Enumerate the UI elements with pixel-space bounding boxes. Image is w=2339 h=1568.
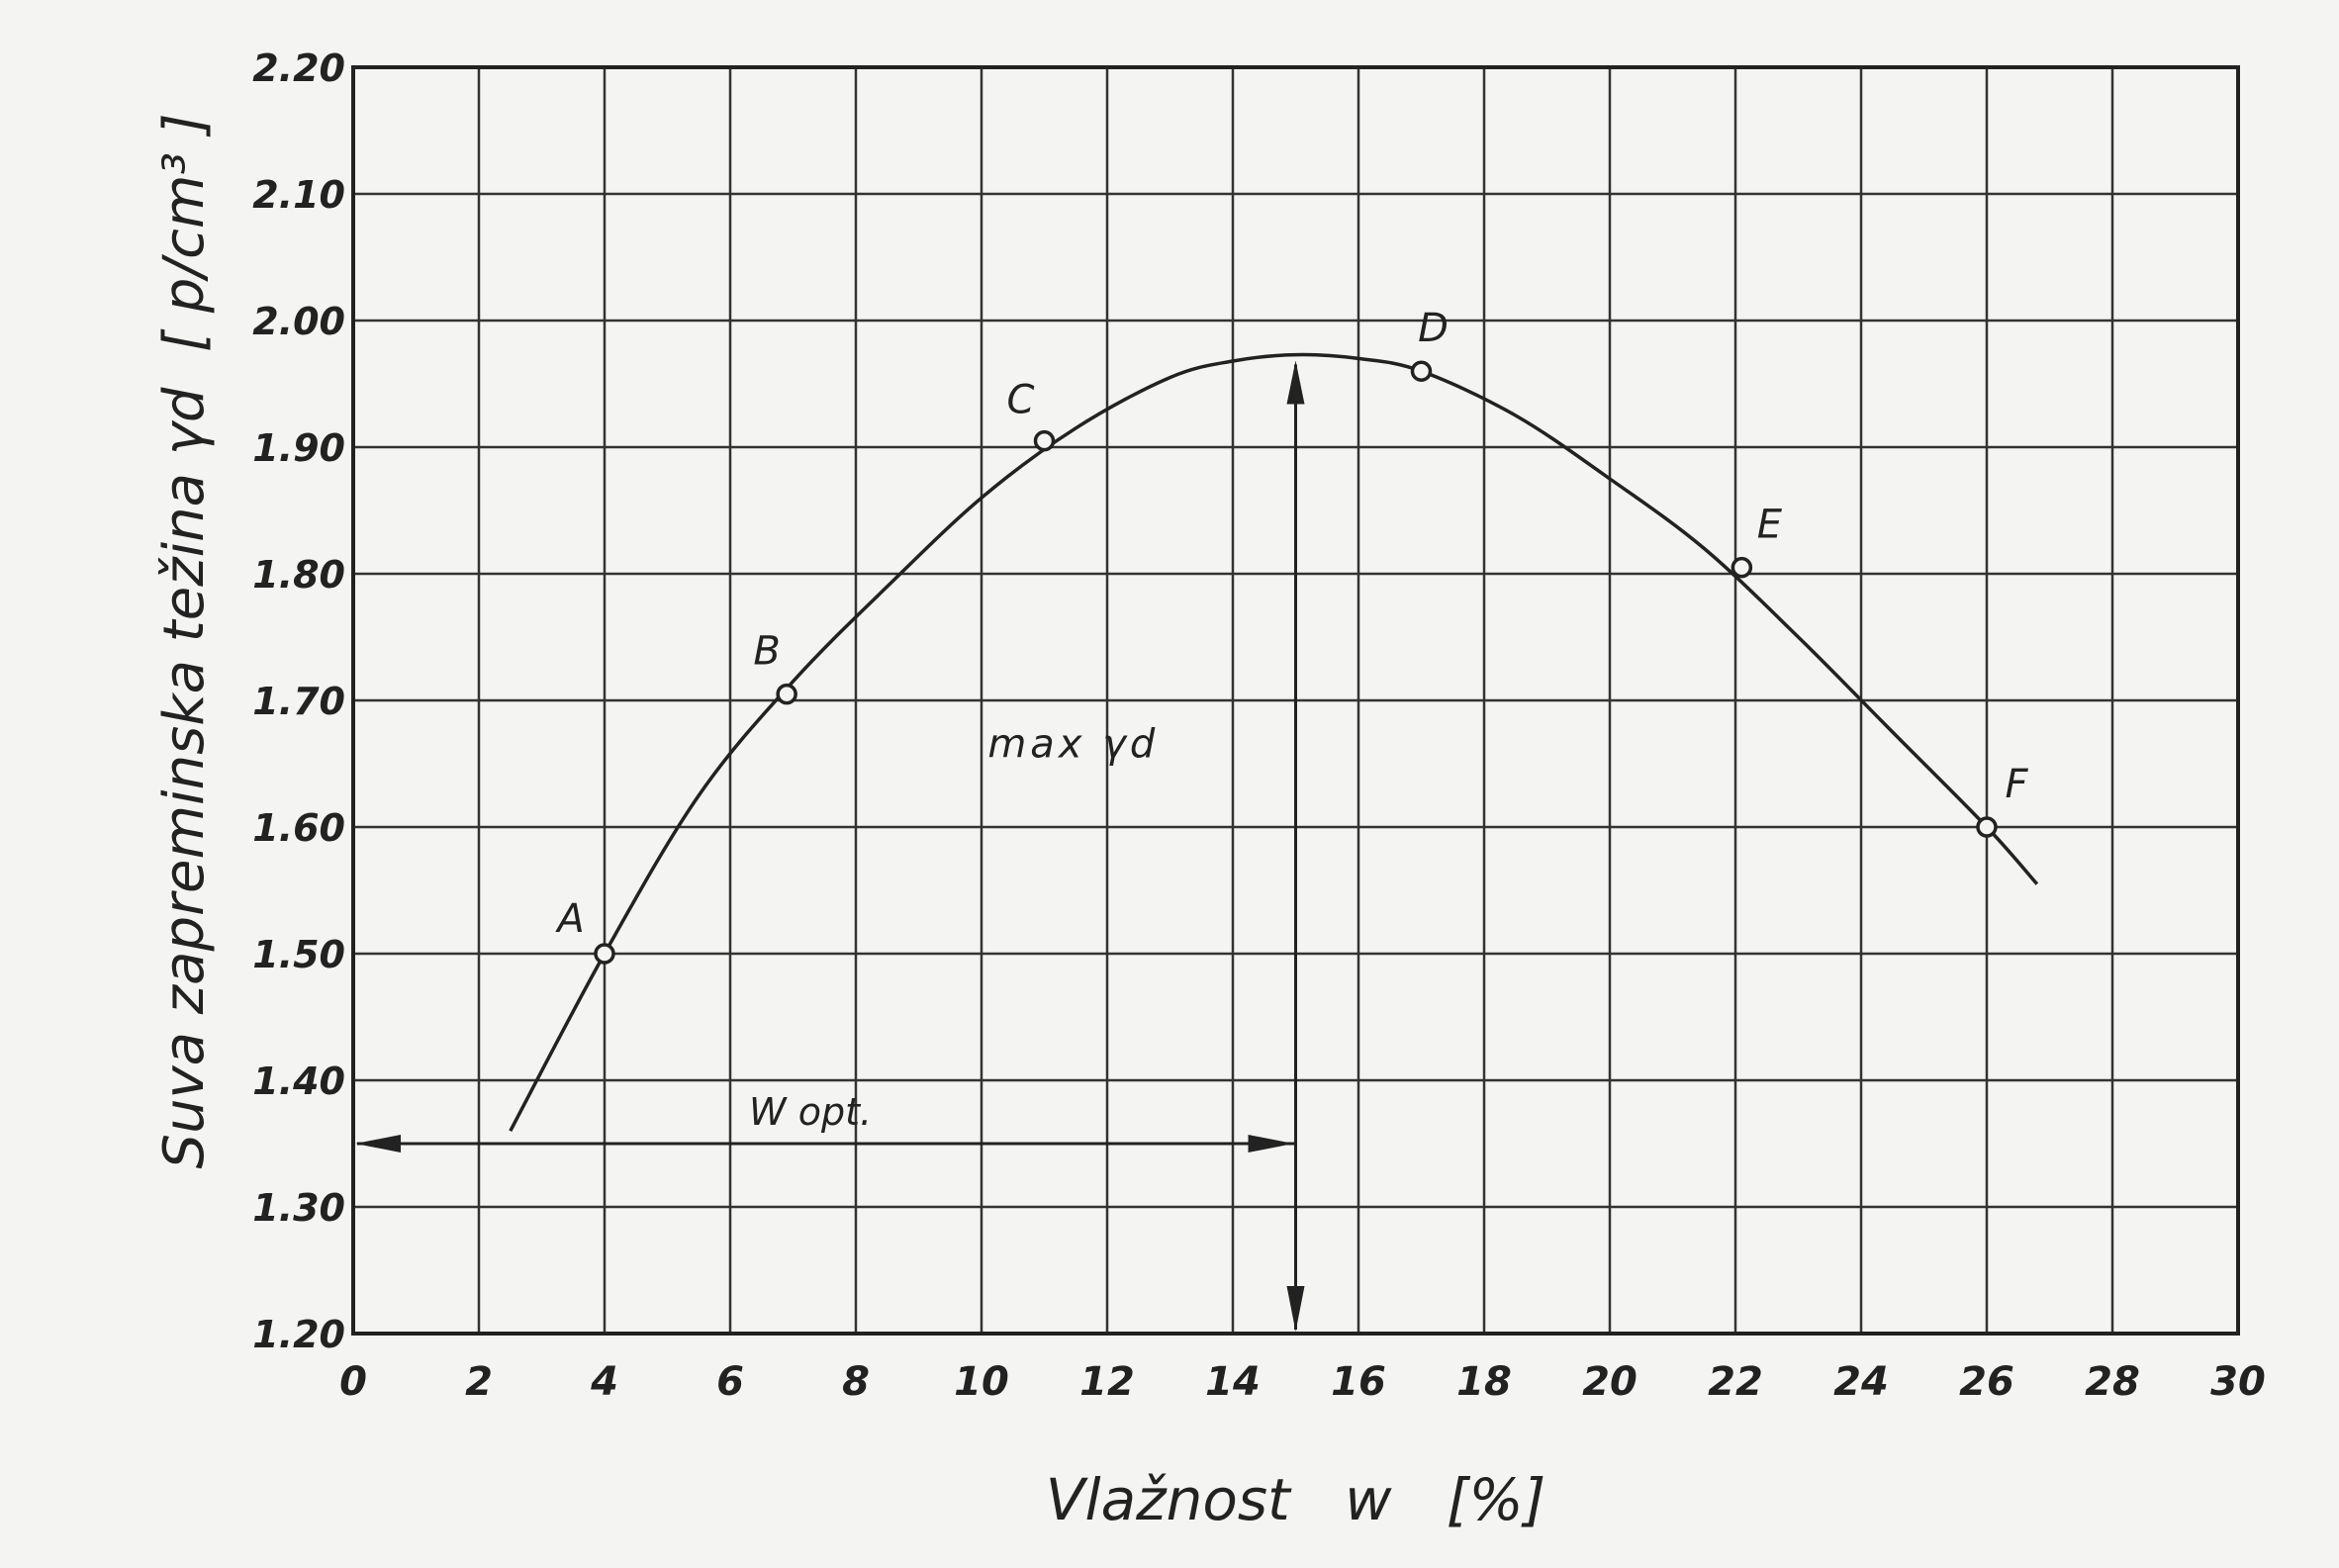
max-gamma-arrow-down [1286, 1286, 1305, 1332]
annotations: max γd W opt. [355, 360, 1305, 1332]
x-tick-label: 30 [2210, 1359, 2266, 1405]
x-tick-label: 24 [1833, 1359, 1889, 1405]
point-label-b: B [753, 629, 780, 675]
data-points: A B C D E F [554, 306, 2028, 965]
y-tick-label: 1.80 [252, 553, 345, 597]
y-tick-label: 1.50 [252, 933, 345, 976]
x-tick-label: 18 [1456, 1359, 1512, 1405]
x-tick-label: 20 [1582, 1359, 1637, 1405]
plot-frame [351, 65, 2240, 1336]
point-label-c: C [1007, 378, 1035, 423]
y-tick-label: 1.60 [252, 806, 345, 850]
y-tick-label: 2.10 [252, 173, 345, 217]
point-label-f: F [2005, 762, 2028, 807]
data-point-b [776, 683, 797, 705]
x-tick-label: 26 [1959, 1359, 2014, 1405]
w-opt-arrow-right [1248, 1135, 1294, 1153]
y-tick-label: 1.20 [252, 1313, 345, 1356]
y-tick-label: 2.00 [252, 300, 345, 343]
w-opt-arrow-left [355, 1135, 401, 1153]
compaction-curve [509, 352, 2039, 1133]
data-point-e [1731, 556, 1753, 579]
x-tick-label: 12 [1079, 1359, 1135, 1405]
data-point-d [1410, 360, 1433, 382]
data-point-c [1033, 429, 1056, 452]
x-tick-label: 22 [1708, 1359, 1763, 1405]
x-tick-label: 8 [842, 1359, 870, 1405]
point-label-a: A [554, 896, 584, 942]
max-gamma-arrow-up [1286, 360, 1305, 405]
x-tick-label: 4 [590, 1359, 618, 1405]
y-axis-label: Suva zapreminska težina γd [ p/cm³ ] [152, 113, 217, 1168]
point-label-d: D [1418, 306, 1449, 351]
y-tick-label: 2.20 [252, 46, 345, 90]
y-tick-labels: 1.20 1.30 1.40 1.50 1.60 1.70 1.80 1.90 2.00 2.10… [252, 46, 345, 1356]
x-tick-label: 28 [2085, 1359, 2140, 1405]
x-tick-label: 16 [1331, 1359, 1386, 1405]
x-tick-label: 10 [954, 1359, 1009, 1405]
x-tick-label: 14 [1205, 1359, 1261, 1405]
max-gamma-label: max γd [987, 722, 1159, 768]
w-opt-label: W opt. [749, 1090, 872, 1134]
data-point-a [594, 943, 615, 965]
y-tick-label: 1.70 [252, 680, 345, 723]
point-label-e: E [1757, 503, 1783, 548]
x-axis-label: Vlažnost w [%] [1046, 1466, 1545, 1533]
x-tick-label: 6 [716, 1359, 744, 1405]
y-tick-label: 1.40 [252, 1060, 345, 1103]
y-tick-label: 1.90 [252, 426, 345, 470]
y-tick-label: 1.30 [252, 1186, 345, 1230]
x-tick-label: 0 [339, 1359, 367, 1405]
x-tick-label: 2 [465, 1359, 493, 1405]
data-point-f [1976, 816, 1998, 838]
x-tick-labels: 0 2 4 6 8 10 12 14 16 18 20 22 24 26 28 30 [339, 1359, 2266, 1405]
